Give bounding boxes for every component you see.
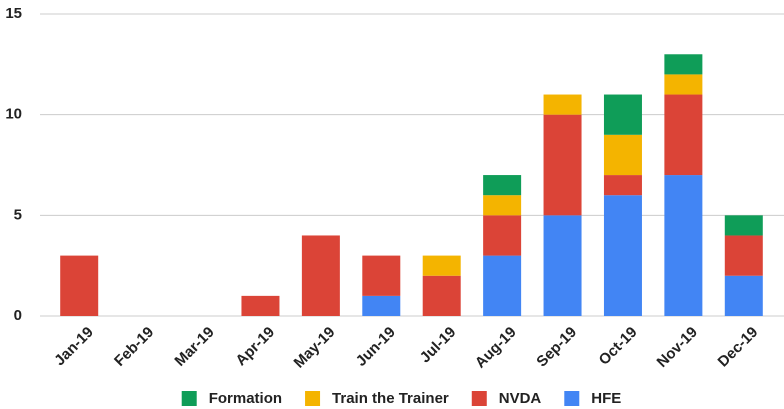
legend-swatch <box>564 391 580 406</box>
y-tick-label: 5 <box>14 206 22 223</box>
bar-segment <box>543 215 582 316</box>
y-tick-label: 0 <box>14 307 22 324</box>
bar-segment <box>60 255 99 316</box>
bar-segment <box>483 255 522 316</box>
bar-segment <box>422 255 461 276</box>
bar-segment <box>603 175 642 196</box>
legend-swatch <box>181 391 197 406</box>
x-tick-label: Feb-19 <box>111 324 157 370</box>
bar-segment <box>241 295 280 316</box>
y-tick-label: 15 <box>5 5 22 22</box>
y-tick-label: 10 <box>5 106 22 123</box>
bar-segment <box>664 175 703 316</box>
bar-segment <box>301 235 340 316</box>
bar-segment <box>664 54 703 75</box>
bar-segment <box>603 195 642 316</box>
x-tick-label: Mar-19 <box>171 324 217 370</box>
bar-segment <box>483 195 522 216</box>
legend-label: Train the Trainer <box>332 390 449 407</box>
bar-segment <box>664 74 703 95</box>
x-tick-label: Sep-19 <box>533 324 580 371</box>
x-tick-label: Jul-19 <box>417 324 460 367</box>
x-tick-label: Aug-19 <box>472 324 520 372</box>
x-tick-label: Jan-19 <box>51 324 97 370</box>
x-tick-label: May-19 <box>291 324 339 372</box>
x-tick-label: Nov-19 <box>654 324 701 371</box>
x-tick-label: Oct-19 <box>596 324 641 369</box>
bar-segment <box>543 114 582 216</box>
x-tick-label: Apr-19 <box>232 324 278 370</box>
bar-segment <box>362 255 401 296</box>
bar-segment <box>664 94 703 176</box>
bar-segment <box>483 175 522 196</box>
legend-swatch <box>471 391 487 406</box>
x-tick-label: Jun-19 <box>353 324 399 370</box>
bar-segment <box>543 94 582 115</box>
bar-segment <box>724 215 763 236</box>
legend-label: HFE <box>591 390 621 407</box>
legend-label: NVDA <box>499 390 542 407</box>
bar-segment <box>724 235 763 276</box>
bar-segment <box>603 134 642 176</box>
bar-segment <box>422 275 461 316</box>
bar-segment <box>362 295 401 316</box>
x-tick-label: Dec-19 <box>715 324 762 371</box>
bar-segment <box>483 215 522 256</box>
bar-segment <box>724 275 763 316</box>
legend-swatch <box>305 391 321 406</box>
bar-segment <box>603 94 642 135</box>
legend-label: Formation <box>209 390 282 407</box>
